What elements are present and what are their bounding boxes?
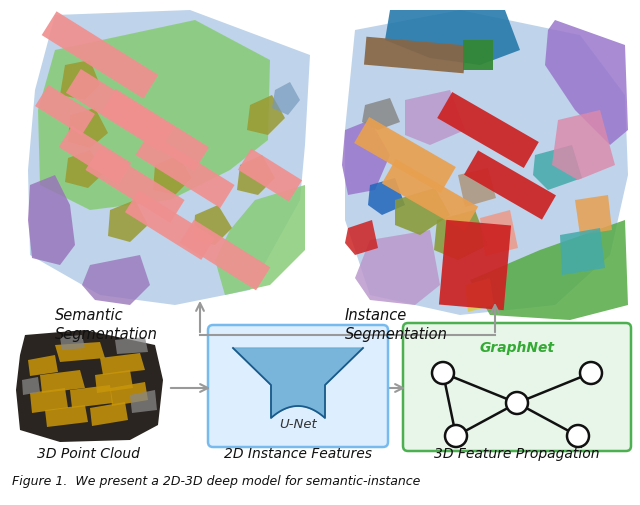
Polygon shape	[90, 402, 128, 426]
Polygon shape	[354, 117, 456, 193]
Polygon shape	[364, 37, 466, 73]
Polygon shape	[108, 200, 148, 242]
Circle shape	[432, 362, 454, 384]
Polygon shape	[345, 220, 378, 255]
Polygon shape	[101, 89, 209, 171]
Polygon shape	[437, 92, 539, 168]
Polygon shape	[552, 110, 615, 180]
Polygon shape	[395, 188, 450, 235]
Polygon shape	[35, 85, 95, 135]
Polygon shape	[40, 370, 85, 393]
Polygon shape	[115, 337, 148, 354]
FancyBboxPatch shape	[208, 325, 388, 447]
Polygon shape	[458, 168, 496, 207]
Polygon shape	[82, 255, 150, 305]
Polygon shape	[385, 10, 520, 65]
Text: U-Net: U-Net	[279, 418, 317, 430]
Polygon shape	[533, 145, 582, 190]
Text: 2D Instance Features: 2D Instance Features	[224, 447, 372, 461]
Polygon shape	[153, 155, 192, 195]
Polygon shape	[125, 190, 215, 260]
Text: 3D Feature Propagation: 3D Feature Propagation	[435, 447, 600, 461]
Polygon shape	[193, 205, 232, 245]
Circle shape	[445, 425, 467, 447]
Polygon shape	[470, 220, 628, 320]
Polygon shape	[68, 108, 108, 148]
Polygon shape	[434, 210, 488, 260]
Polygon shape	[382, 159, 478, 231]
Circle shape	[567, 425, 589, 447]
Polygon shape	[55, 342, 105, 362]
Polygon shape	[60, 60, 100, 100]
Polygon shape	[368, 178, 405, 215]
Polygon shape	[464, 150, 556, 220]
Polygon shape	[28, 10, 310, 305]
Polygon shape	[465, 278, 494, 312]
Polygon shape	[38, 20, 270, 210]
Polygon shape	[439, 220, 511, 310]
Circle shape	[506, 392, 528, 414]
FancyBboxPatch shape	[403, 323, 631, 451]
Polygon shape	[110, 382, 148, 406]
Polygon shape	[86, 147, 184, 223]
Text: Instance
Segmentation: Instance Segmentation	[345, 308, 448, 341]
Polygon shape	[70, 385, 113, 408]
Polygon shape	[237, 155, 275, 195]
Polygon shape	[362, 98, 400, 130]
Polygon shape	[272, 82, 300, 115]
Polygon shape	[247, 95, 285, 135]
Text: 3D Point Cloud: 3D Point Cloud	[36, 447, 140, 461]
Polygon shape	[30, 388, 68, 413]
Text: Figure 1.  We present a 2D-3D deep model for semantic-instance: Figure 1. We present a 2D-3D deep model …	[12, 475, 420, 488]
Polygon shape	[60, 335, 85, 350]
Polygon shape	[16, 330, 163, 442]
Polygon shape	[100, 353, 145, 375]
Polygon shape	[233, 348, 363, 418]
Polygon shape	[130, 390, 157, 413]
Polygon shape	[463, 40, 493, 70]
Polygon shape	[22, 377, 40, 395]
Text: Semantic
Segmentation: Semantic Segmentation	[55, 308, 158, 341]
Text: GraphNet: GraphNet	[479, 341, 554, 355]
Polygon shape	[42, 11, 158, 98]
Polygon shape	[480, 210, 518, 256]
Polygon shape	[59, 126, 131, 184]
Polygon shape	[345, 10, 628, 315]
Polygon shape	[405, 90, 465, 145]
Polygon shape	[28, 355, 58, 376]
Polygon shape	[355, 230, 440, 305]
Polygon shape	[180, 220, 270, 290]
Polygon shape	[66, 69, 174, 151]
Circle shape	[580, 362, 602, 384]
Polygon shape	[342, 120, 390, 195]
Polygon shape	[95, 370, 133, 393]
Polygon shape	[136, 132, 234, 208]
Polygon shape	[238, 148, 302, 201]
Polygon shape	[545, 20, 628, 145]
Polygon shape	[575, 195, 612, 235]
Polygon shape	[215, 185, 305, 295]
Polygon shape	[65, 150, 105, 188]
Polygon shape	[28, 175, 75, 265]
Polygon shape	[560, 228, 605, 275]
Polygon shape	[45, 405, 88, 427]
